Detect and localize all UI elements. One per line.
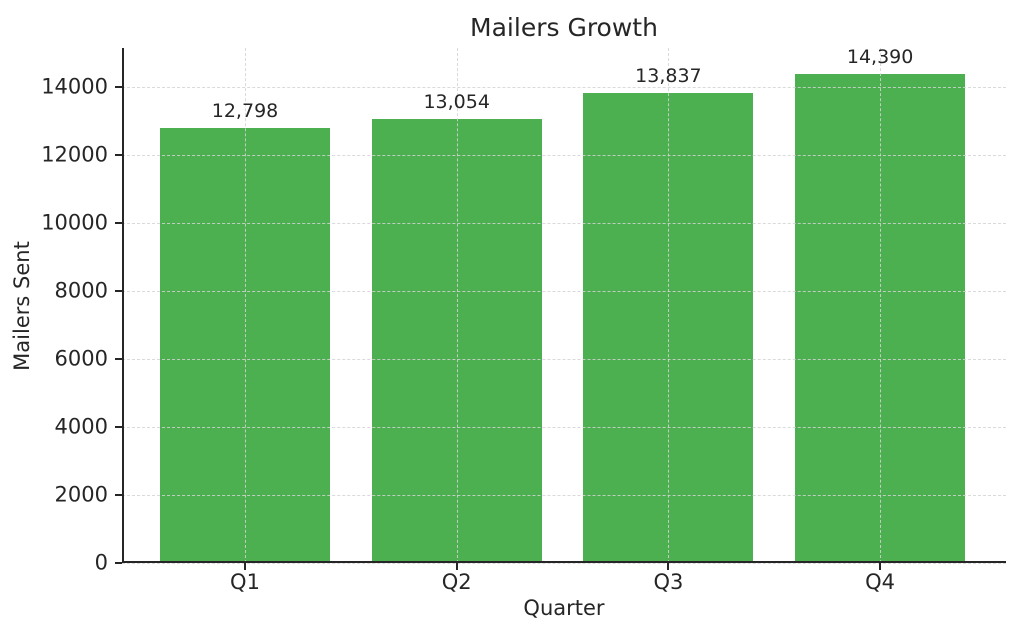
plot-area: 0 2000 4000 6000 8000 10000 12000 14000 12,798 Q1… (41, 45, 1006, 593)
y-tick-label: 12000 (41, 142, 108, 167)
y-tick-label: 4000 (54, 414, 108, 439)
y-gridline (122, 427, 1006, 429)
y-tick-mark (115, 86, 122, 89)
y-tick-mark (115, 222, 122, 225)
y-gridline (122, 155, 1006, 157)
y-tick-label: 8000 (54, 278, 108, 303)
y-tick-mark (115, 426, 122, 429)
y-tick-label: 10000 (41, 210, 108, 235)
x-axis-spine (122, 561, 1006, 563)
y-tick-label: 14000 (41, 74, 108, 99)
y-tick-label: 6000 (54, 346, 108, 371)
y-tick-mark (115, 494, 122, 496)
y-tick-label: 2000 (54, 482, 108, 507)
y-gridline (122, 223, 1006, 225)
y-tick-mark (115, 290, 122, 293)
y-tick-mark (115, 562, 122, 564)
x-axis-label: Quarter (523, 596, 605, 620)
bar-value-label: 13,837 (635, 64, 702, 87)
y-gridline (122, 359, 1006, 361)
x-tick-mark (244, 563, 246, 570)
x-tick-label: Q3 (653, 570, 684, 594)
bar-value-label: 12,798 (211, 99, 279, 122)
y-gridline (122, 495, 1006, 496)
y-gridline (122, 291, 1006, 293)
y-tick-mark (115, 154, 122, 157)
x-tick-mark (667, 563, 670, 570)
y-tick-mark (115, 358, 122, 361)
x-gridline (668, 48, 670, 563)
y-gridline (122, 87, 1006, 89)
y-tick-label: 0 (94, 550, 108, 575)
y-axis-spine (122, 48, 124, 563)
y-axis-label: Mailers Sent (10, 241, 34, 371)
x-tick-label: Q2 (441, 570, 472, 594)
bar-value-label: 14,390 (846, 45, 914, 68)
chart-title: Mailers Growth (470, 13, 658, 42)
x-gridline (880, 48, 882, 563)
x-tick-mark (879, 563, 882, 570)
y-gridline (122, 563, 1006, 564)
x-gridline (245, 48, 246, 563)
x-gridline (456, 48, 458, 563)
x-tick-mark (455, 563, 458, 570)
x-tick-label: Q4 (865, 570, 896, 594)
x-tick-label: Q1 (230, 570, 260, 594)
bar-value-label: 13,054 (423, 91, 490, 114)
